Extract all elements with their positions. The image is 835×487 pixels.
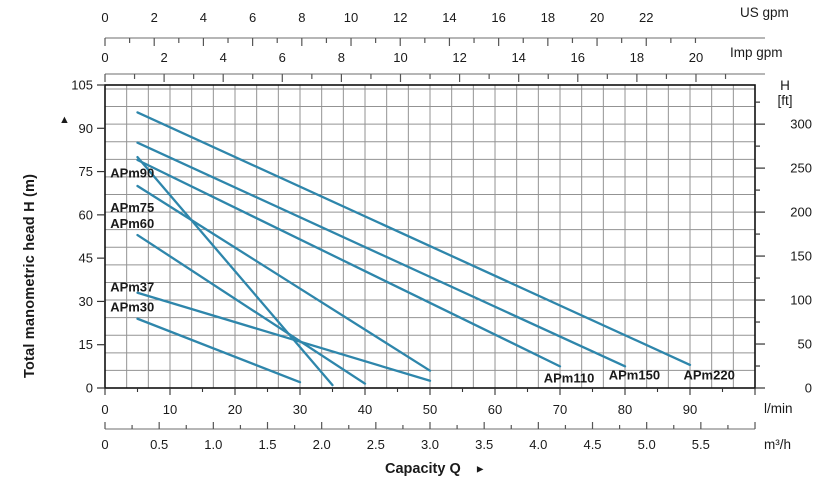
svg-text:10: 10: [163, 402, 177, 417]
svg-text:20: 20: [590, 10, 604, 25]
svg-text:8: 8: [338, 50, 345, 65]
svg-text:45: 45: [79, 251, 93, 266]
pump-curve-APm90: [136, 155, 334, 387]
svg-text:3.5: 3.5: [475, 437, 493, 452]
pump-curve-label-APm30: APm30: [110, 300, 154, 315]
ft-axis-unit-h: H: [780, 78, 790, 93]
svg-text:18: 18: [541, 10, 555, 25]
pump-curve-APm60: [136, 233, 367, 385]
svg-text:16: 16: [491, 10, 505, 25]
svg-text:60: 60: [488, 402, 502, 417]
ft-axis-unit-label: H [ft]: [762, 78, 808, 108]
pump-curve-APm110: [136, 158, 562, 368]
capacity-axis-text: Capacity Q: [385, 461, 461, 477]
svg-text:40: 40: [358, 402, 372, 417]
svg-text:105: 105: [71, 78, 93, 93]
svg-text:12: 12: [393, 10, 407, 25]
pump-curve-APm150: [136, 141, 627, 368]
svg-text:4: 4: [220, 50, 227, 65]
pump-curve-APm30: [136, 317, 302, 384]
svg-text:0.5: 0.5: [150, 437, 168, 452]
m3h-unit-label: m³/h: [764, 437, 791, 452]
pump-curve-APm75: [136, 184, 432, 372]
pump-curve-label-APm75: APm75: [110, 200, 154, 215]
svg-text:6: 6: [249, 10, 256, 25]
svg-text:4.0: 4.0: [529, 437, 547, 452]
svg-text:20: 20: [228, 402, 242, 417]
svg-text:18: 18: [630, 50, 644, 65]
pump-curve-label-APm37: APm37: [110, 279, 154, 294]
svg-text:2.0: 2.0: [313, 437, 331, 452]
svg-text:16: 16: [571, 50, 585, 65]
svg-text:6: 6: [279, 50, 286, 65]
svg-text:150: 150: [790, 249, 812, 264]
svg-text:30: 30: [79, 294, 93, 309]
svg-text:4.5: 4.5: [583, 437, 601, 452]
us-gpm-unit-label: US gpm: [740, 5, 789, 20]
svg-text:60: 60: [79, 207, 93, 222]
svg-text:0: 0: [101, 10, 108, 25]
svg-text:0: 0: [101, 50, 108, 65]
svg-text:8: 8: [298, 10, 305, 25]
svg-text:5.5: 5.5: [692, 437, 710, 452]
svg-text:200: 200: [790, 205, 812, 220]
us-gpm-axis: 0 2 4 6 8 10 12 14 16 18 20 22: [101, 10, 765, 46]
svg-text:75: 75: [79, 164, 93, 179]
pump-curve-label-APm150: APm150: [609, 368, 660, 383]
svg-text:100: 100: [790, 293, 812, 308]
svg-text:14: 14: [442, 10, 456, 25]
svg-text:1.5: 1.5: [258, 437, 276, 452]
head-ft-axis: 0 50 100 150 200 250 300: [755, 101, 812, 396]
svg-text:2: 2: [151, 10, 158, 25]
svg-text:2.5: 2.5: [367, 437, 385, 452]
svg-text:15: 15: [79, 337, 93, 352]
svg-text:2: 2: [160, 50, 167, 65]
svg-text:22: 22: [639, 10, 653, 25]
svg-text:70: 70: [553, 402, 567, 417]
pump-curve-label-APm110: APm110: [544, 371, 595, 386]
svg-text:20: 20: [689, 50, 703, 65]
capacity-axis-title: Capacity Q ►: [385, 461, 486, 477]
svg-text:30: 30: [293, 402, 307, 417]
pump-curve-APm220: [136, 111, 692, 367]
head-axis-arrow-icon: ▲: [59, 114, 70, 126]
plot-grid: [105, 85, 755, 388]
svg-text:0: 0: [101, 437, 108, 452]
svg-text:4: 4: [200, 10, 207, 25]
svg-text:3.0: 3.0: [421, 437, 439, 452]
head-m-axis: 0 15 30 45 60 75 90 105: [71, 78, 105, 396]
lmin-axis: 0 10 20 30 40 50 60 70 80 90: [101, 388, 756, 417]
pump-curve-label-APm90: APm90: [110, 165, 154, 180]
svg-text:80: 80: [618, 402, 632, 417]
svg-text:50: 50: [423, 402, 437, 417]
capacity-arrow-icon: ►: [474, 463, 486, 476]
svg-text:250: 250: [790, 161, 812, 176]
svg-text:14: 14: [511, 50, 525, 65]
svg-text:10: 10: [344, 10, 358, 25]
svg-text:1.0: 1.0: [204, 437, 222, 452]
svg-text:5.0: 5.0: [638, 437, 656, 452]
pump-curve-label-APm220: APm220: [684, 368, 735, 383]
svg-text:50: 50: [798, 337, 812, 352]
svg-text:90: 90: [79, 121, 93, 136]
svg-text:0: 0: [101, 402, 108, 417]
svg-text:12: 12: [452, 50, 466, 65]
pump-curve-label-APm60: APm60: [110, 216, 154, 231]
pump-curve-APm37: [136, 291, 432, 382]
svg-text:90: 90: [683, 402, 697, 417]
svg-text:300: 300: [790, 117, 812, 132]
ft-axis-unit-ft: [ft]: [777, 93, 793, 108]
svg-text:0: 0: [86, 381, 93, 396]
head-axis-title: Total manometric head H (m): [22, 173, 38, 378]
imp-gpm-axis: 0 2 4 6 8 10 12 14 16 18 20: [101, 50, 765, 82]
svg-text:0: 0: [805, 381, 812, 396]
m3h-axis: 0 0.5 1.0 1.5 2.0 2.5 3.0 3.5 4.0 4.5 5.0 5.5: [101, 422, 756, 452]
imp-gpm-unit-label: Imp gpm: [730, 45, 783, 60]
svg-text:10: 10: [393, 50, 407, 65]
lmin-unit-label: l/min: [764, 401, 793, 416]
